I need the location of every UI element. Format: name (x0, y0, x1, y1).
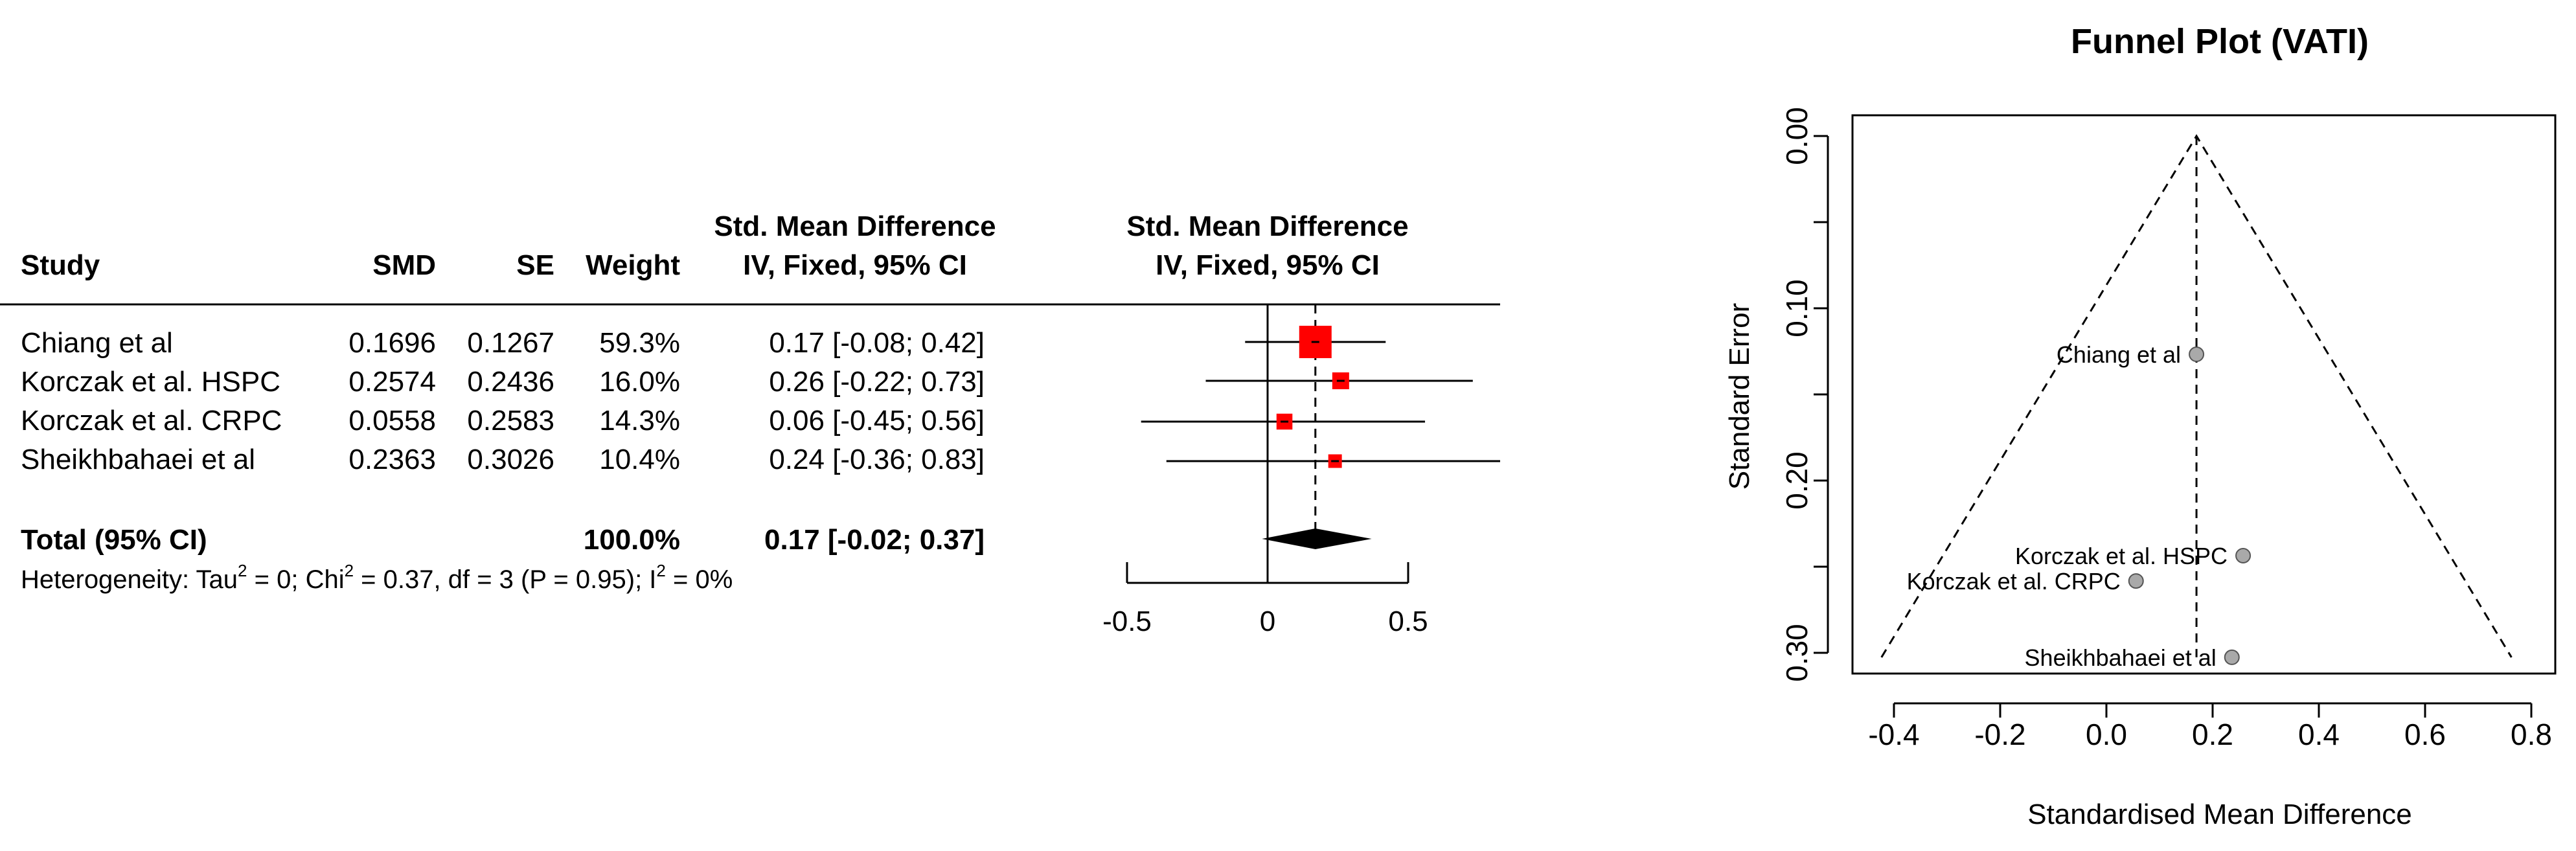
funnel-title: Funnel Plot (VATI) (2071, 22, 2369, 61)
funnel-plot-frame (1851, 114, 2557, 675)
funnel-x-tick-label: -0.2 (1974, 718, 2025, 751)
header-study: Study (21, 249, 100, 281)
funnel-point-label: Korczak et al. HSPC (2015, 543, 2228, 569)
study-ci: 0.17 [-0.08; 0.42] (769, 327, 985, 359)
study-ci: 0.26 [-0.22; 0.73] (769, 366, 985, 398)
total-weight: 100.0% (584, 524, 680, 556)
study-smd: 0.2574 (348, 366, 436, 398)
funnel-point-label: Sheikhbahaei et al (2025, 644, 2217, 671)
study-name: Korczak et al. HSPC (21, 366, 280, 398)
study-smd: 0.1696 (348, 327, 436, 359)
study-ci: 0.24 [-0.36; 0.83] (769, 444, 985, 475)
funnel-y-tick-label: 0.20 (1780, 451, 1814, 510)
heterogeneity-text: Heterogeneity: Tau2 = 0; Chi2 = 0.37, df… (21, 561, 733, 594)
header-plot-line2: IV, Fixed, 95% CI (1156, 249, 1380, 281)
study-weight: 16.0% (599, 366, 680, 398)
study-weight: 59.3% (599, 327, 680, 359)
funnel-point (2235, 547, 2251, 563)
funnel-y-tick-label: 0.30 (1780, 624, 1814, 682)
study-se: 0.2583 (467, 405, 554, 437)
funnel-plot: Funnel Plot (VATI) Standardised Mean Dif… (1724, 22, 2557, 830)
study-name: Chiang et al (21, 327, 173, 359)
funnel-ylabel: Standard Error (1724, 303, 1755, 490)
total-label: Total (95% CI) (21, 524, 207, 556)
study-ci: 0.06 [-0.45; 0.56] (769, 405, 985, 437)
forest-plot: Std. Mean Difference Study SMD SE Weight… (0, 210, 1500, 637)
funnel-y-tick-label: 0.00 (1780, 107, 1814, 165)
funnel-point-label: Korczak et al. CRPC (1907, 568, 2121, 595)
funnel-x-tick-label: 0.8 (2511, 718, 2552, 751)
study-se: 0.2436 (467, 366, 554, 398)
study-se: 0.1267 (467, 327, 554, 359)
funnel-point (2189, 346, 2205, 363)
total-diamond (1262, 528, 1372, 549)
funnel-x-tick-label: 0.2 (2192, 718, 2233, 751)
funnel-point (2224, 649, 2240, 665)
funnel-x-tick-label: 0.0 (2086, 718, 2127, 751)
study-name: Sheikhbahaei et al (21, 444, 255, 475)
funnel-xlabel: Standardised Mean Difference (2027, 799, 2412, 830)
study-weight: 14.3% (599, 405, 680, 437)
total-ci: 0.17 [-0.02; 0.37] (764, 524, 985, 556)
funnel-point (2128, 573, 2144, 589)
header-std-mean-diff-line1: Std. Mean Difference (714, 210, 996, 242)
funnel-point-label: Chiang et al (2057, 341, 2181, 368)
header-se: SE (516, 249, 554, 281)
funnel-y-tick-label: 0.10 (1780, 279, 1814, 337)
header-ci-line2: IV, Fixed, 95% CI (743, 249, 967, 281)
study-se: 0.3026 (467, 444, 554, 475)
forest-x-tick-label: -0.5 (1102, 606, 1152, 637)
header-plot-line1: Std. Mean Difference (1126, 210, 1408, 242)
study-name: Korczak et al. CRPC (21, 405, 282, 437)
study-smd: 0.2363 (348, 444, 436, 475)
funnel-x-tick-label: -0.4 (1868, 718, 1919, 751)
forest-x-tick-label: 0.5 (1388, 606, 1428, 637)
header-weight: Weight (586, 249, 680, 281)
study-weight: 10.4% (599, 444, 680, 475)
study-smd: 0.0558 (348, 405, 436, 437)
funnel-x-tick-label: 0.4 (2298, 718, 2340, 751)
funnel-x-tick-label: 0.6 (2404, 718, 2446, 751)
header-smd: SMD (372, 249, 436, 281)
forest-x-tick-label: 0 (1260, 606, 1275, 637)
